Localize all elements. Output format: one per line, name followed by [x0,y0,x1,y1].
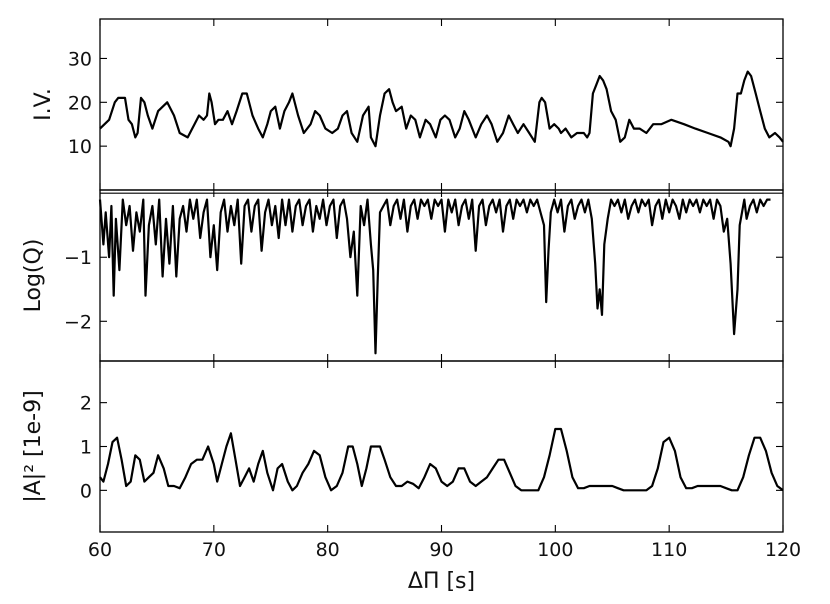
panel-amp-series [99,427,784,492]
panel-iv-ylabel: I.V. [31,88,56,121]
panel-logq: −1 −2 Log(Q) [21,189,784,362]
panel-logq-ylabel: Log(Q) [21,239,46,313]
y-tick-label: 20 [68,92,92,114]
x-tick-label: 120 [765,539,801,561]
panel-logq-tick-labels: −1 −2 [64,247,92,333]
panel-iv-tick-labels: 10 20 30 [68,48,92,158]
x-tick-label: 90 [429,539,453,561]
x-tick-label: 110 [651,539,687,561]
panel-amp-ylabel: |A|² [1e-9] [21,390,46,502]
x-axis-title: ΔΠ [s] [408,569,475,594]
x-tick-label: 80 [316,539,340,561]
panel-amp-frame [99,360,784,533]
panel-iv: 10 20 30 I.V. [31,18,784,191]
x-tick-label: 60 [88,539,112,561]
series-line-logq [98,198,771,355]
y-tick-label: 10 [68,136,92,158]
panel-iv-frame [99,18,784,191]
panel-amp-tick-labels: 0 1 2 [80,393,92,503]
y-tick-label: 0 [80,480,92,502]
x-tick-labels: 60 70 80 90 100 110 120 [88,539,801,561]
y-tick-label: 2 [80,393,92,415]
series-line-iv [99,70,784,148]
x-tick-label: 100 [537,539,573,561]
y-tick-label: 30 [68,48,92,70]
panel-iv-series [99,70,784,148]
panel-amp-ticks [99,361,784,532]
panel-logq-series [98,192,783,355]
x-tick-label: 70 [202,539,226,561]
panel-amp: 0 1 2 |A|² [1e-9] [21,360,784,533]
y-tick-label: −1 [64,247,92,269]
y-tick-label: −2 [64,311,92,333]
panel-iv-ticks [99,19,784,190]
series-line-amp [99,427,784,492]
x-axis: 60 70 80 90 100 110 120 ΔΠ [s] [88,539,801,594]
y-tick-label: 1 [80,437,92,459]
